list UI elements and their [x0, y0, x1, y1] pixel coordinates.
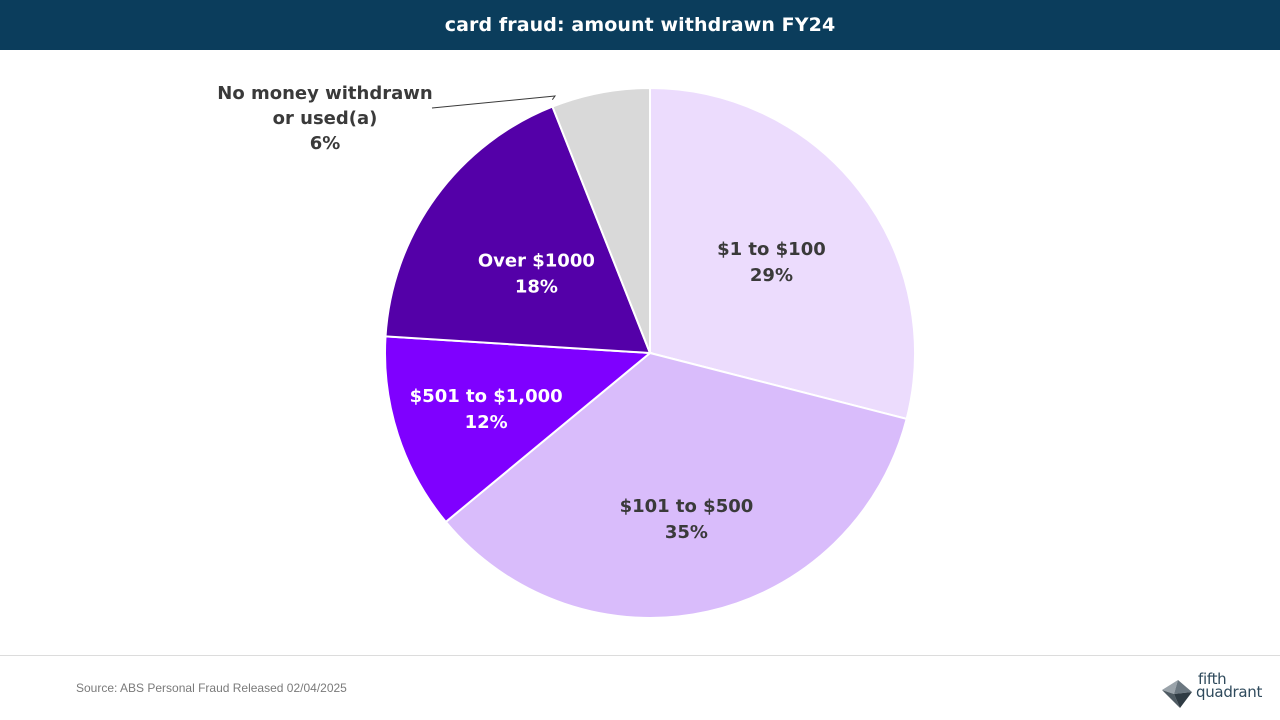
slice-label: $501 to $1,000 12% [410, 386, 563, 433]
logo-mark-icon [1162, 680, 1192, 708]
logo-text-fifth: fifth [1198, 670, 1227, 688]
pie-slice [649, 86, 916, 421]
pie-slice [384, 335, 653, 524]
slice-label: Over $1000 18% [478, 250, 595, 297]
footer-divider [0, 655, 1280, 656]
slice-label: $1 to $100 29% [717, 239, 826, 286]
source-note: Source: ABS Personal Fraud Released 02/0… [76, 681, 347, 695]
chart-title: card fraud: amount withdrawn FY24 [444, 14, 836, 36]
slice-label: $101 to $500 35% [620, 496, 754, 543]
leader-line [431, 95, 557, 109]
chart-area: $1 to $100 29% $101 to $500 35% $501 to $1,0… [0, 50, 1280, 655]
slice-label: No money withdrawn or used(a) 6% [217, 83, 432, 154]
pie-slice [444, 351, 908, 619]
pie-slice [551, 86, 651, 354]
pie-chart: $1 to $100 29% $101 to $500 35% $501 to $1,0… [217, 83, 916, 619]
logo-text-quadrant: quadrant [1196, 683, 1263, 701]
fifth-quadrant-logo: fifth quadrant [1158, 670, 1268, 710]
header-bar: card fraud: amount withdrawn FY24 [0, 0, 1280, 50]
pie-slice [384, 105, 652, 355]
